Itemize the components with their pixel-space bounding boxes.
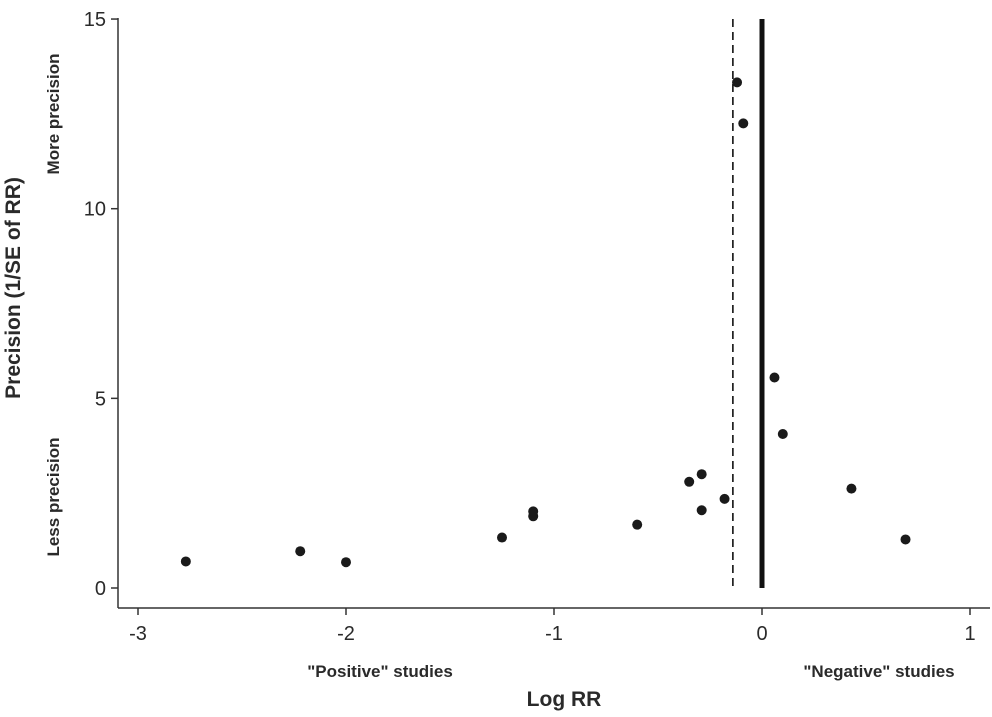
axes (117, 18, 990, 609)
x-tick-label: -3 (129, 623, 147, 645)
x-tick-label: 0 (756, 623, 767, 645)
data-point (684, 476, 695, 487)
data-point (497, 532, 507, 543)
y-tick-label: 10 (84, 199, 106, 221)
labels: Log RR Precision (1/SE of RR) "Positive"… (2, 54, 955, 711)
data-point (777, 429, 788, 440)
y-annotation-less-precision: Less precision (44, 437, 63, 556)
reference-lines (732, 19, 765, 588)
x-tick-label: -2 (337, 623, 355, 645)
x-axis-label: Log RR (527, 688, 602, 711)
y-annotation-more-precision: More precision (44, 54, 63, 175)
data-point (696, 505, 707, 516)
data-point (180, 556, 191, 567)
data-point (528, 506, 539, 517)
data-points (180, 77, 911, 568)
x-tick-label: 1 (964, 623, 975, 645)
y-tick-label: 15 (84, 9, 106, 31)
x-annotation-negative: "Negative" studies (803, 662, 954, 681)
data-point (732, 77, 743, 88)
data-point (696, 469, 707, 480)
data-point (295, 546, 306, 557)
y-tick-label: 5 (95, 388, 106, 410)
data-point (769, 372, 780, 383)
x-tick-label: -1 (545, 623, 563, 645)
data-point (738, 118, 749, 129)
data-point (341, 557, 351, 568)
data-point (900, 534, 911, 545)
y-axis-label: Precision (1/SE of RR) (2, 177, 25, 399)
x-annotation-positive: "Positive" studies (307, 662, 453, 681)
y-tick-label: 0 (95, 578, 106, 600)
data-point (632, 519, 643, 530)
data-point (846, 483, 857, 494)
data-point (719, 493, 730, 504)
ticks: 0 5 10 15 -3 -2 -1 0 1 (84, 9, 976, 645)
